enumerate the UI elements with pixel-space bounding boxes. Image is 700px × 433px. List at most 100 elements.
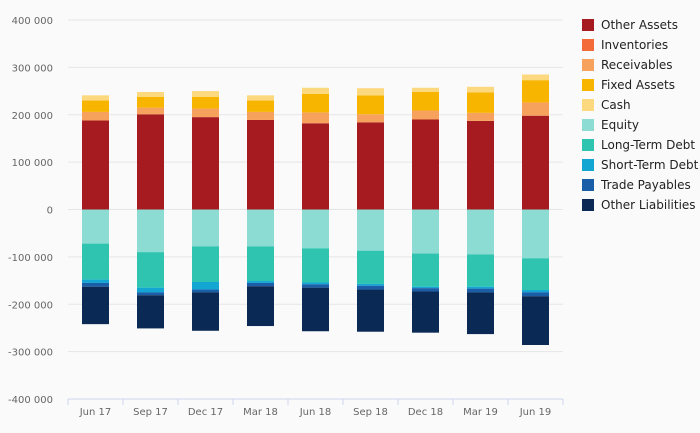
bar-segment	[302, 282, 329, 285]
x-tick-label: Jun 18	[299, 407, 332, 418]
y-axis: 400 000 300 000 200 000 100 000 0 -100 000 -20…	[8, 16, 53, 406]
bar-segment	[302, 209, 329, 249]
bar-segment	[412, 92, 439, 111]
bar-segment	[247, 100, 274, 112]
legend-label: Equity	[601, 118, 639, 132]
legend-label: Other Liabilities	[601, 198, 696, 212]
bar-segment	[82, 120, 109, 210]
x-axis: Jun 17 Sep 17 Dec 17 Mar 18 Jun 18 Sep 18 Dec …	[67, 398, 564, 418]
bar-segment	[522, 292, 549, 297]
x-tick-label: Mar 18	[243, 407, 278, 418]
x-tick-label: Mar 19	[463, 407, 498, 418]
bar-segment	[247, 209, 274, 247]
bar-segment	[82, 95, 109, 101]
y-tick-label: -300 000	[8, 348, 53, 359]
legend-swatch	[582, 119, 594, 131]
bar-segment	[192, 209, 219, 247]
x-tick-label: Sep 17	[133, 407, 168, 418]
bar-segment	[192, 281, 219, 290]
bar-segment	[357, 289, 384, 332]
legend-swatch	[582, 59, 594, 71]
bar-segment	[302, 112, 329, 124]
bar-segment	[522, 115, 549, 210]
bar-segment	[467, 292, 494, 335]
x-tick-label: Jun 17	[79, 407, 112, 418]
x-tick-label: Dec 17	[188, 407, 223, 418]
bar-segment	[522, 74, 549, 81]
bar-segment	[137, 92, 164, 97]
bar-segment	[192, 292, 219, 331]
bar-segment	[412, 119, 439, 210]
bar-segment	[412, 87, 439, 93]
bar-segment	[137, 209, 164, 253]
legend-swatch	[582, 39, 594, 51]
bar-segment	[467, 112, 494, 121]
bar-segment	[247, 282, 274, 287]
bar-segment	[247, 95, 274, 101]
bar-segment	[357, 250, 384, 284]
bar-segment	[357, 88, 384, 96]
bar-segment	[522, 102, 549, 116]
y-tick-label: 100 000	[12, 158, 53, 169]
y-tick-label: 200 000	[12, 111, 53, 122]
bar-segment	[137, 107, 164, 115]
legend-swatch	[582, 199, 594, 211]
bar-segment	[357, 285, 384, 290]
bar-segment	[467, 209, 494, 255]
legend-swatch	[582, 79, 594, 91]
bar-segment	[137, 287, 164, 293]
bar-segment	[467, 288, 494, 293]
bar-segment	[82, 100, 109, 112]
bar-segment	[357, 114, 384, 123]
bar-segment	[192, 108, 219, 118]
legend-label: Inventories	[601, 38, 668, 52]
bar-segment	[302, 123, 329, 210]
bar-segment	[82, 111, 109, 121]
legend-label: Fixed Assets	[601, 78, 675, 92]
bar-segment	[522, 296, 549, 345]
bar-segment	[82, 209, 109, 244]
bar-segment	[82, 279, 109, 283]
legend-label: Long-Term Debt	[601, 138, 695, 152]
bar-segment	[467, 86, 494, 93]
bar-segment	[412, 286, 439, 289]
bar-segment	[522, 209, 549, 259]
bar-segment	[302, 93, 329, 113]
bar-segment	[192, 96, 219, 109]
bar-segment	[192, 117, 219, 210]
bar-segment	[192, 289, 219, 293]
legend-label: Short-Term Debt	[601, 158, 699, 172]
bar-segment	[357, 209, 384, 251]
bar-segment	[247, 246, 274, 282]
legend-label: Trade Payables	[600, 178, 691, 192]
y-tick-label: -400 000	[8, 395, 53, 406]
bar-segment	[467, 120, 494, 210]
bar-segment	[467, 92, 494, 113]
bar-segment	[467, 286, 494, 289]
bar-segment	[357, 283, 384, 286]
bar-segment	[412, 288, 439, 292]
legend-swatch	[582, 19, 594, 31]
y-tick-label: 400 000	[12, 16, 53, 27]
bar-segment	[137, 292, 164, 296]
bar-segment	[247, 119, 274, 210]
bar-segment	[412, 110, 439, 120]
y-tick-label: -200 000	[8, 300, 53, 311]
bar-segment	[412, 209, 439, 254]
legend-swatch	[582, 179, 594, 191]
bar-segment	[522, 80, 549, 103]
bar-segment	[192, 246, 219, 282]
legend-swatch	[582, 99, 594, 111]
legend: Other Assets Inventories Receivables Fixed …	[582, 18, 699, 212]
y-tick-label: 0	[47, 206, 53, 217]
x-tick-label: Sep 18	[353, 407, 388, 418]
bar-segment	[247, 111, 274, 120]
bar-segment	[522, 290, 549, 293]
bar-marks	[82, 74, 549, 345]
bar-segment	[192, 91, 219, 97]
bar-segment	[467, 254, 494, 287]
x-tick-label: Dec 18	[408, 407, 443, 418]
bar-segment	[247, 281, 274, 283]
bar-segment	[137, 96, 164, 108]
